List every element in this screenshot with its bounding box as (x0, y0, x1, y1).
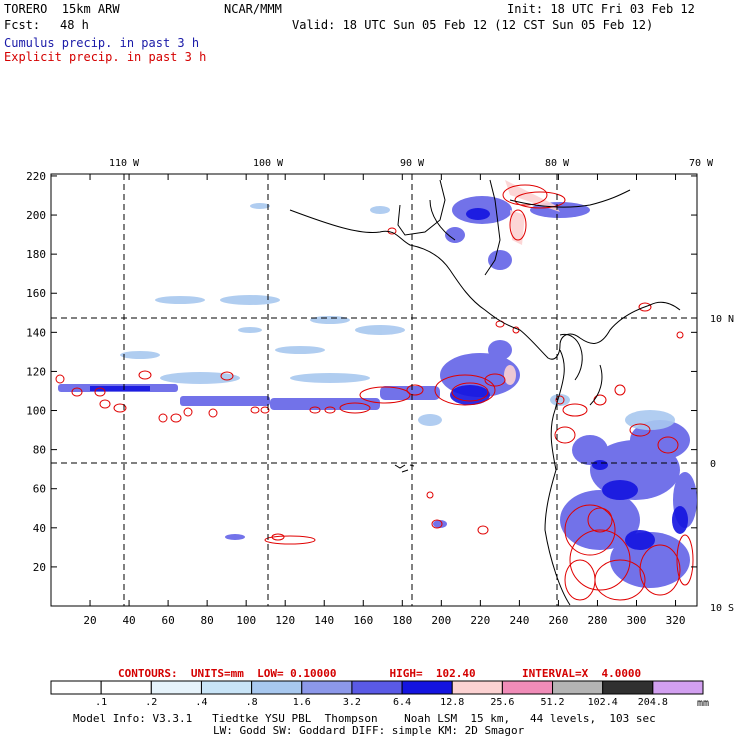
colorbar-swatch (501, 680, 554, 695)
colorbar-label: .1 (95, 697, 108, 708)
colorbar-swatch (200, 680, 253, 695)
x-tick-label: 100 (236, 614, 256, 627)
colorbar-label: 6.4 (393, 697, 412, 708)
colorbar-label: 25.6 (490, 697, 515, 708)
x-axis-labels: 20 40 60 80 100 120 140 160 180 200 220 240 260 280 30… (83, 614, 685, 627)
longitude-labels: 110 W 100 W 90 W 80 W 70 W (109, 158, 714, 169)
x-tick-label: 180 (392, 614, 412, 627)
y-tick-label: 160 (26, 287, 46, 300)
colorbar-label: .8 (245, 697, 258, 708)
y-tick-label: 200 (26, 209, 46, 222)
cumulus-precip-areas (58, 180, 697, 588)
colorbar-label: .4 (195, 697, 208, 708)
x-tick-label: 280 (588, 614, 608, 627)
x-tick-label: 260 (548, 614, 568, 627)
x-tick-label: 80 (201, 614, 214, 627)
lat-label: 10 S (710, 603, 734, 614)
y-axis-labels: 20 40 60 80 100 120 140 160 180 200 220 (26, 170, 46, 574)
organization: NCAR/MMM (224, 2, 282, 16)
colorbar-label: 102.4 (587, 697, 618, 708)
lon-label: 80 W (545, 158, 570, 169)
colorbar-label: 3.2 (342, 697, 361, 708)
x-tick-label: 160 (353, 614, 373, 627)
x-tick-label: 40 (122, 614, 135, 627)
colorbar-label: .2 (145, 697, 158, 708)
model-info: Model Info: V3.3.1 Tiedtke YSU PBL Thomp… (73, 712, 656, 725)
lon-label: 70 W (689, 158, 714, 169)
colorbar-swatch (100, 680, 152, 695)
y-tick-label: 180 (26, 248, 46, 261)
y-tick-label: 140 (26, 326, 46, 339)
colorbar-unit: mm (697, 698, 710, 709)
fcst-label: Fcst: (4, 18, 41, 32)
lon-label: 90 W (400, 158, 425, 169)
colorbar-label: 1.6 (292, 697, 311, 708)
x-tick-label: 300 (627, 614, 647, 627)
explicit-precip-contours (55, 184, 694, 601)
lon-label: 100 W (253, 158, 284, 169)
model-name: TORERO 15km ARW (4, 2, 120, 16)
x-tick-label: 120 (275, 614, 295, 627)
explicit-line: Explicit precip. in past 3 h (4, 50, 207, 64)
lat-lon-grid (51, 174, 697, 606)
colorbar-swatch (150, 680, 202, 695)
contours-info: CONTOURS: UNITS=mm LOW= 0.10000 HIGH= 10… (118, 667, 642, 680)
lon-label: 110 W (109, 158, 140, 169)
latitude-labels: 10 N 0 10 S (710, 314, 734, 614)
x-tick-label: 240 (509, 614, 529, 627)
colorbar-label: 12.8 (440, 697, 465, 708)
x-tick-label: 220 (470, 614, 490, 627)
cumulus-line: Cumulus precip. in past 3 h (4, 36, 200, 50)
y-tick-label: 100 (26, 405, 46, 418)
x-tick-label: 20 (83, 614, 96, 627)
colorbar-swatch (351, 680, 403, 695)
colorbar-swatch (50, 680, 102, 695)
y-tick-label: 40 (33, 522, 46, 535)
coastlines (289, 179, 681, 606)
colorbar-swatch (552, 680, 604, 695)
x-tick-label: 60 (161, 614, 174, 627)
axis-ticks (51, 174, 697, 606)
x-tick-label: 140 (314, 614, 334, 627)
x-tick-label: 320 (666, 614, 686, 627)
colorbar-swatch (251, 680, 303, 695)
colorbar-swatch (401, 680, 453, 695)
colorbar-label: 204.8 (637, 697, 668, 708)
y-tick-label: 220 (26, 170, 46, 183)
colorbar-swatch (451, 680, 503, 695)
model-info-physics: LW: Godd SW: Goddard DIFF: simple KM: 2D… (213, 724, 525, 737)
fcst-hours: 48 h (60, 18, 89, 32)
valid-time: Valid: 18 UTC Sun 05 Feb 12 (12 CST Sun … (292, 18, 654, 32)
colorbar-swatch (301, 680, 353, 695)
init-time: Init: 18 UTC Fri 03 Feb 12 (507, 2, 695, 16)
y-tick-label: 120 (26, 365, 46, 378)
y-tick-label: 60 (33, 483, 46, 496)
colorbar (50, 680, 704, 695)
colorbar-label: 51.2 (540, 697, 565, 708)
y-tick-label: 20 (33, 561, 46, 574)
lat-label: 10 N (710, 314, 734, 325)
lat-label: 0 (710, 459, 716, 470)
x-tick-label: 200 (431, 614, 451, 627)
colorbar-swatch (602, 680, 654, 695)
colorbar-swatch (652, 680, 704, 695)
y-tick-label: 80 (33, 444, 46, 457)
